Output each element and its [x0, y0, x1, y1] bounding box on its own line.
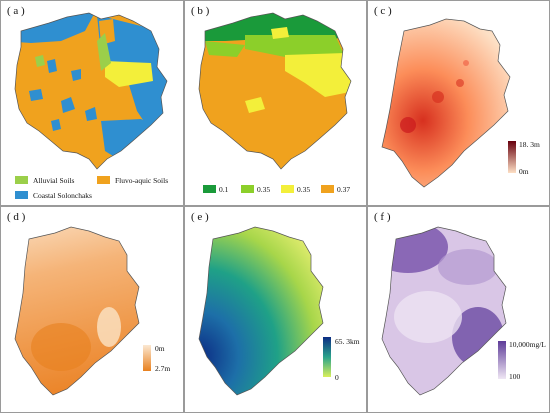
ramp-label-top: 18. 3m — [519, 140, 540, 149]
ramp-label-bottom: 0 — [335, 373, 339, 382]
legend-swatch-0-35a — [241, 185, 254, 193]
legend-swatch-0-35b — [281, 185, 294, 193]
legend-swatch-0-37 — [321, 185, 334, 193]
legend-swatch-alluvial — [15, 176, 28, 184]
legend-label-0-37: 0.37 — [337, 185, 351, 194]
ramp-label-bottom: 100 — [509, 372, 521, 381]
panel-label: ( e ) — [191, 211, 209, 223]
color-ramp — [508, 141, 516, 173]
legend-label-0-35a: 0.35 — [257, 185, 271, 194]
legend-label-fluvo-aquic: Fluvo-aquic Soils — [115, 176, 169, 185]
legend-label-0-35b: 0.35 — [297, 185, 311, 194]
legend-swatch-fluvo-aquic — [97, 176, 110, 184]
ramp-label-top: 0m — [155, 344, 165, 353]
panel-label: ( d ) — [7, 211, 26, 223]
panel-label: ( c ) — [374, 5, 392, 17]
depth-heat-map — [381, 18, 516, 188]
distance-map — [198, 226, 331, 396]
panel-c: ( c ) — [367, 0, 550, 206]
ramp-label-bottom: 0m — [519, 167, 529, 176]
legend-label-alluvial: Alluvial Soils — [33, 176, 75, 185]
thickness-map — [14, 226, 151, 396]
soil-type-map — [14, 12, 168, 170]
panel-label: ( b ) — [191, 5, 210, 17]
panel-d: ( d ) 0m 2.7m — [0, 206, 184, 413]
salinity-map — [381, 226, 507, 396]
panel-b: ( b ) 0.1 0.35 0.35 0.37 — [184, 0, 367, 206]
color-ramp — [498, 341, 506, 379]
classification-map — [198, 12, 352, 170]
ramp-label-bottom: 2.7m — [155, 364, 171, 373]
panel-a: ( a ) Alluv — [0, 0, 184, 206]
color-ramp — [143, 345, 151, 371]
panel-label: ( f ) — [374, 211, 391, 223]
legend-swatch-coastal — [15, 191, 28, 199]
ramp-label-top: 65. 3km — [335, 337, 360, 346]
panel-e: ( e ) — [184, 206, 367, 413]
legend-label-0-1: 0.1 — [219, 185, 229, 194]
legend-label-coastal: Coastal Solonchaks — [33, 191, 92, 200]
panel-label: ( a ) — [7, 5, 25, 17]
ramp-label-top: 10,000mg/L — [509, 340, 546, 349]
legend-swatch-0-1 — [203, 185, 216, 193]
panel-f: ( f ) 10,000mg/L 100 — [367, 206, 550, 413]
color-ramp — [323, 337, 331, 377]
